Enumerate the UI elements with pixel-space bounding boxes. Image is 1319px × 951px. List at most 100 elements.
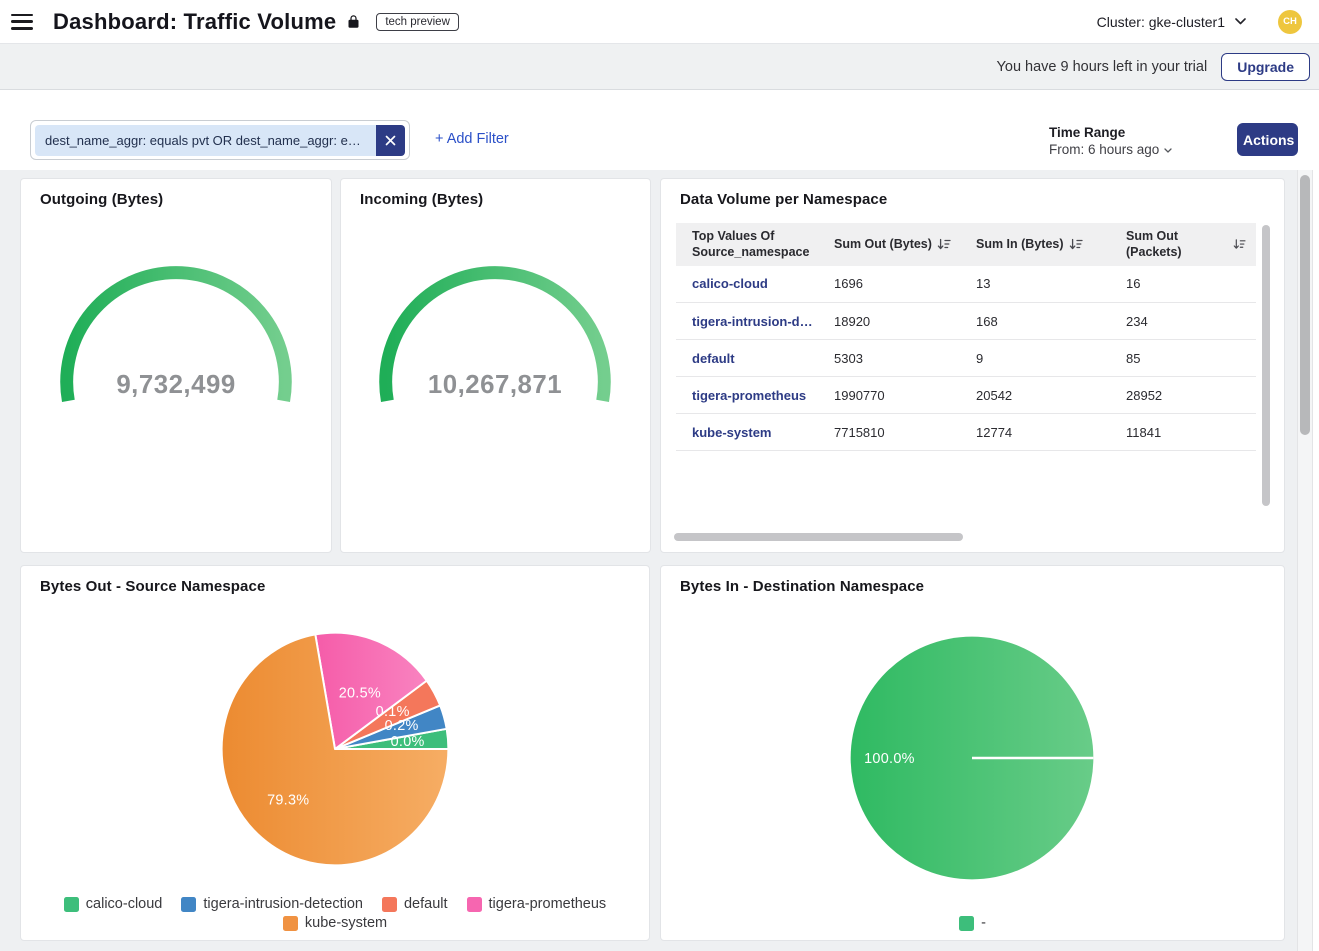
value-cell: 13 [966, 265, 1116, 303]
actions-button[interactable]: Actions [1237, 123, 1298, 156]
chevron-down-icon [1164, 148, 1172, 153]
column-header-sum-out-bytes-[interactable]: Sum Out (Bytes) [824, 223, 966, 266]
value-cell: 234 [1116, 302, 1256, 340]
trial-message: You have 9 hours left in your trial [996, 58, 1208, 75]
avatar[interactable]: CH [1278, 9, 1302, 34]
legend-label: default [403, 896, 448, 912]
time-range-dropdown[interactable]: From: 6 hours ago [1049, 142, 1172, 159]
namespace-cell: kube-system [676, 413, 824, 451]
card-title: Incoming (Bytes) [360, 191, 484, 208]
legend-item--[interactable]: - [959, 915, 986, 931]
value-cell: 5303 [824, 339, 966, 377]
column-header-source-namespace[interactable]: Top Values Of Source_namespace [676, 223, 824, 266]
table-horizontal-scrollbar-thumb[interactable] [674, 533, 963, 541]
legend-label: calico-cloud [85, 896, 163, 912]
upgrade-button[interactable]: Upgrade [1221, 52, 1310, 81]
legend-item-calico-cloud[interactable]: calico-cloud [63, 896, 163, 912]
legend-swatch [381, 896, 397, 912]
pie-slice-tigera-prometheus[interactable] [314, 631, 428, 751]
bytes-out-legend: calico-cloud tigera-intrusion-detection de… [21, 896, 649, 931]
hamburger-menu-icon[interactable] [11, 13, 33, 30]
column-header-sum-in-bytes-[interactable]: Sum In (Bytes) [966, 223, 1116, 266]
incoming-bytes-card: Incoming (Bytes) 10,267,871 [340, 178, 651, 553]
value-cell: 1990770 [824, 376, 966, 414]
legend-label: tigera-prometheus [488, 896, 607, 912]
card-title: Outgoing (Bytes) [40, 191, 164, 208]
card-title: Data Volume per Namespace [680, 191, 888, 208]
cluster-selector[interactable]: Cluster: gke-cluster1 [1097, 14, 1246, 30]
gauge-value: 9,732,499 [116, 371, 235, 399]
page-scrollbar-thumb[interactable] [1300, 175, 1310, 435]
table-row: tigera-prometheus 1990770 20542 28952 [676, 376, 1256, 414]
pie-slice-label: 20.5% [339, 685, 381, 701]
table-horizontal-scrollbar[interactable] [674, 532, 1259, 542]
bytes-in-legend: - [661, 915, 1284, 931]
gauge-arc [379, 266, 611, 402]
bytes-in-pie-card: Bytes In - Destination Namespace 100.0% … [660, 565, 1285, 941]
namespace-link[interactable]: kube-system [692, 424, 772, 440]
namespace-cell: tigera-intrusion-d… [676, 302, 824, 340]
pie-slice-label: 0.0% [391, 734, 425, 750]
sort-amount-down-icon [1233, 239, 1246, 249]
sort-amount-down-icon [937, 238, 951, 249]
value-cell: 28952 [1116, 376, 1256, 414]
column-header-sum-out-packets-[interactable]: Sum Out (Packets) [1116, 223, 1256, 266]
remove-filter-button[interactable] [376, 124, 405, 156]
legend-swatch [63, 896, 79, 912]
legend-label: tigera-intrusion-detection [203, 896, 363, 912]
value-cell: 7715810 [824, 413, 966, 451]
filter-chip[interactable]: dest_name_aggr: equals pvt OR dest_name_… [35, 124, 405, 156]
bytes-out-pie-card: Bytes Out - Source Namespace 0.0% 0.2% 0.1… [20, 565, 650, 941]
card-title: Bytes In - Destination Namespace [680, 578, 925, 595]
close-icon [385, 135, 396, 145]
value-cell: 16 [1116, 265, 1256, 303]
value-cell: 18920 [824, 302, 966, 340]
top-navbar: Dashboard: Traffic Volume tech preview C… [0, 0, 1319, 44]
namespace-cell: calico-cloud [676, 265, 824, 303]
namespace-link[interactable]: calico-cloud [692, 276, 768, 292]
namespace-link[interactable]: default [692, 350, 735, 366]
namespace-cell: tigera-prometheus [676, 376, 824, 414]
cluster-label: Cluster: gke-cluster1 [1096, 13, 1225, 30]
pie-slice-label: 79.3% [267, 793, 309, 809]
value-cell: 85 [1116, 339, 1256, 377]
time-range-label: Time Range [1049, 125, 1126, 140]
filter-chip-text: dest_name_aggr: equals pvt OR dest_name_… [35, 124, 376, 156]
table-vertical-scrollbar-thumb[interactable] [1262, 225, 1270, 506]
bytes-out-pie-chart: 0.0% 0.2% 0.1% 20.5% 79.3% [21, 566, 649, 940]
legend-label: kube-system [304, 915, 388, 931]
card-title: Bytes Out - Source Namespace [40, 578, 266, 595]
incoming-gauge-chart: 10,267,871 [341, 179, 650, 552]
time-range-control: Time Range From: 6 hours ago [1049, 125, 1172, 159]
trial-banner: You have 9 hours left in your trial Upgr… [0, 44, 1319, 90]
filter-input[interactable]: dest_name_aggr: equals pvt OR dest_name_… [30, 120, 410, 160]
legend-swatch [466, 896, 482, 912]
legend-item-tigera-prometheus[interactable]: tigera-prometheus [466, 896, 607, 912]
column-label: Sum Out (Packets) [1126, 229, 1182, 260]
namespace-table: Top Values Of Source_namespace Sum Out (B… [676, 223, 1256, 451]
legend-item-tigera-intrusion-detection[interactable]: tigera-intrusion-detection [181, 896, 363, 912]
page-scrollbar[interactable] [1297, 170, 1313, 951]
pie-slice-kube-system[interactable] [220, 633, 450, 867]
table-vertical-scrollbar[interactable] [1261, 223, 1271, 523]
add-filter-button[interactable]: + Add Filter [435, 131, 509, 147]
legend-item-kube-system[interactable]: kube-system [282, 915, 388, 931]
value-cell: 1696 [824, 265, 966, 303]
gauge-value: 10,267,871 [428, 371, 562, 399]
pie-slice-label: 0.1% [376, 704, 410, 720]
table-row: kube-system 7715810 12774 11841 [676, 413, 1256, 451]
namespace-link[interactable]: tigera-intrusion-d… [692, 313, 813, 329]
namespace-link[interactable]: tigera-prometheus [692, 387, 807, 403]
column-label: Sum In (Bytes) [976, 237, 1064, 252]
tech-preview-badge: tech preview [376, 12, 459, 31]
filter-toolbar: dest_name_aggr: equals pvt OR dest_name_… [0, 90, 1319, 240]
legend-label: - [981, 915, 986, 931]
legend-item-default[interactable]: default [381, 896, 448, 912]
pie-slice-label: 100.0% [864, 751, 915, 767]
column-label: Sum Out (Bytes) [834, 237, 932, 252]
column-label: Top Values Of Source_namespace [692, 229, 810, 260]
legend-swatch [959, 915, 975, 931]
value-cell: 12774 [966, 413, 1116, 451]
value-cell: 9 [966, 339, 1116, 377]
